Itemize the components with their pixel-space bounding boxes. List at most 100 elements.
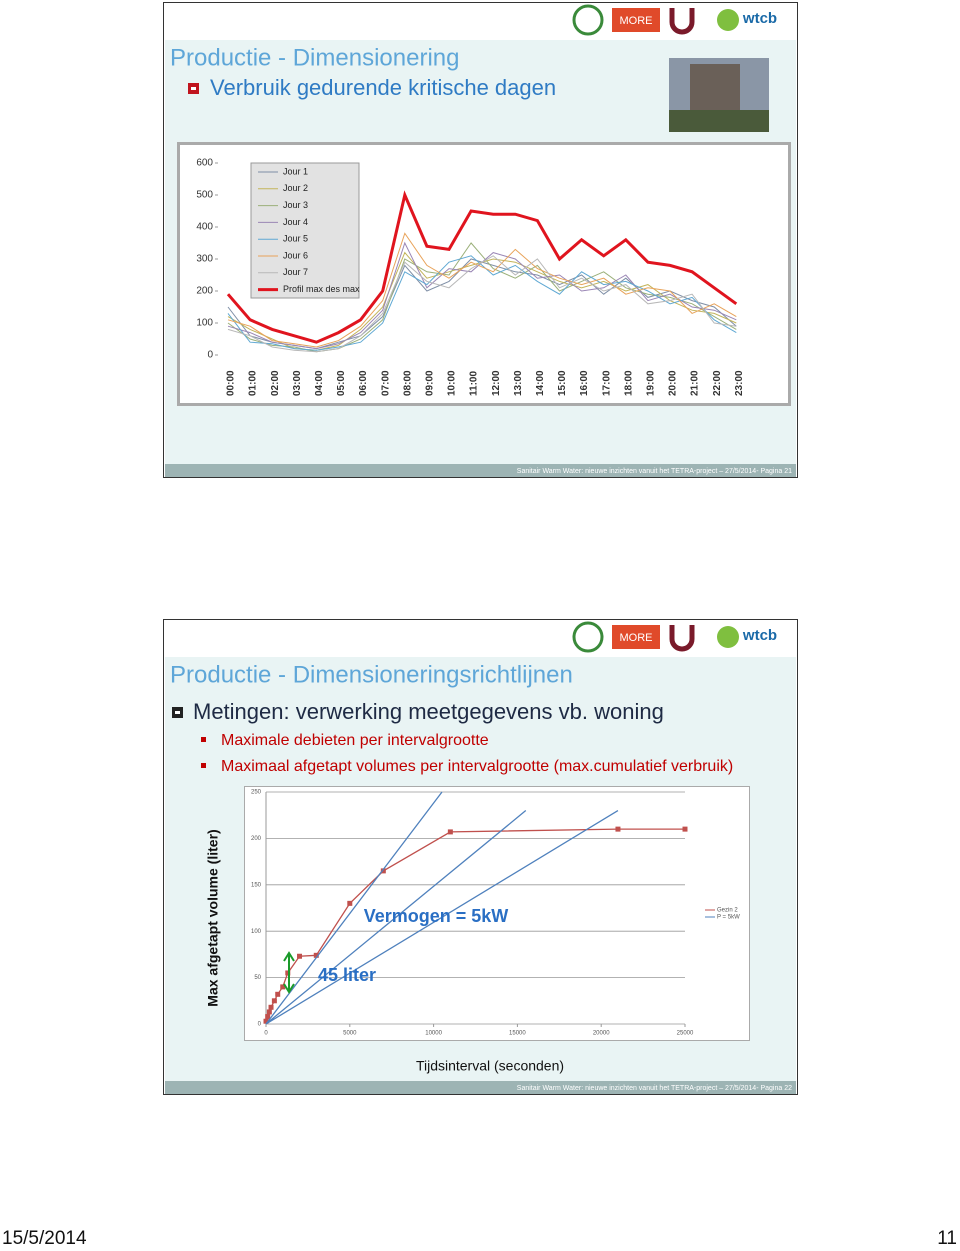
- logo: [572, 4, 604, 36]
- x-tick-label: 22:00: [712, 370, 723, 396]
- bullet: Metingen: verwerking meetgegevens vb. wo…: [193, 699, 664, 724]
- y-tick-label: 500: [196, 190, 213, 201]
- y-tick-label: 200: [196, 286, 213, 297]
- legend-label: Gezin 2: [717, 908, 738, 914]
- x-tick-label: 03:00: [292, 370, 303, 396]
- bullet-icon: [175, 711, 180, 714]
- photo: [669, 110, 769, 132]
- legend-box: [250, 162, 360, 299]
- y-tick-label: 0: [207, 350, 213, 361]
- data-point: [271, 998, 277, 1004]
- x-tick-label: 10:00: [447, 370, 458, 396]
- data-point: [275, 991, 281, 997]
- footer-bar: [165, 464, 796, 477]
- data-line: [227, 232, 737, 348]
- data-line: [265, 791, 619, 1025]
- x-tick-label: 20:00: [668, 370, 679, 396]
- logo-text: MORE: [620, 15, 653, 27]
- x-tick-label: 0: [264, 1031, 268, 1037]
- data-point: [447, 829, 453, 835]
- data-line: [226, 190, 738, 344]
- data-line: [227, 242, 737, 353]
- y-tick-label: 600: [196, 158, 213, 169]
- x-tick-label: 04:00: [314, 370, 325, 396]
- data-point: [263, 1018, 269, 1024]
- y-axis-label: Max afgetapt volume (liter): [205, 829, 221, 1006]
- legend-label: Profil max des max: [283, 284, 360, 294]
- logo: [717, 9, 739, 31]
- x-tick-label: 5000: [343, 1031, 357, 1037]
- x-tick-label: 00:00: [226, 370, 237, 396]
- slide: MORE wtcb Productie - Dimensioneringsric…: [163, 619, 798, 1095]
- y-tick-label: 100: [251, 929, 262, 935]
- x-axis-label: Tijdsinterval (seconden): [416, 1058, 564, 1074]
- page-number: 11: [937, 1228, 957, 1249]
- footer-text: Sanitair Warm Water: nieuwe inzichten va…: [517, 468, 792, 475]
- sub-bullet: Maximaal afgetapt volumes per intervalgr…: [221, 758, 733, 775]
- y-tick-label: 150: [251, 882, 262, 888]
- legend-label: Jour 2: [283, 183, 308, 193]
- page-date: 15/5/2014: [2, 1228, 87, 1249]
- legend-label: Jour 3: [283, 200, 308, 210]
- x-tick-label: 11:00: [469, 371, 480, 396]
- logo-text: wtcb: [742, 10, 777, 27]
- x-tick-label: 02:00: [270, 370, 281, 396]
- annotation: Vermogen = 5kW: [364, 906, 509, 926]
- x-tick-label: 18:00: [623, 370, 634, 396]
- legend-label: Jour 7: [283, 267, 308, 277]
- data-point: [268, 1004, 274, 1010]
- x-tick-label: 07:00: [380, 370, 391, 396]
- legend-label: Jour 1: [283, 166, 308, 176]
- data-line: [227, 255, 737, 353]
- y-tick-label: 200: [251, 836, 262, 842]
- x-tick-label: 15000: [509, 1031, 526, 1037]
- chart: 0 100 200 300 400 500 600 00:00 01:00 02:00 03:00 0…: [196, 158, 745, 396]
- bullet-icon: [201, 737, 206, 742]
- x-tick-label: 05:00: [336, 370, 347, 396]
- annotation: 45 liter: [318, 965, 376, 985]
- data-point: [682, 826, 688, 832]
- logo-text: MORE: [620, 632, 653, 644]
- data-point: [280, 984, 286, 990]
- slide-title: Productie - Dimensionering: [170, 44, 459, 71]
- legend-label: Jour 5: [283, 234, 308, 244]
- data-point: [313, 952, 319, 958]
- logo: [669, 8, 695, 35]
- y-tick-label: 100: [196, 318, 213, 329]
- x-tick-label: 13:00: [513, 370, 524, 396]
- footer-bar: [165, 1081, 796, 1094]
- bullet: Verbruik gedurende kritische dagen: [210, 75, 556, 100]
- data-point: [285, 970, 291, 976]
- data-line: [227, 255, 737, 351]
- data-point: [615, 826, 621, 832]
- x-tick-label: 08:00: [402, 370, 413, 396]
- chart: 0 50 100 150 200 250 0 5000 10000 15000 20000 25000…: [205, 790, 740, 1074]
- y-tick-label: 50: [254, 975, 261, 981]
- y-tick-label: 300: [196, 254, 213, 265]
- bullet-icon: [191, 87, 196, 90]
- data-point: [347, 900, 353, 906]
- logo: [717, 626, 739, 648]
- data-point: [380, 868, 386, 874]
- logo: [669, 625, 695, 652]
- legend-label: Jour 6: [283, 250, 308, 260]
- x-tick-label: 16:00: [579, 370, 590, 396]
- arrow: [283, 951, 295, 994]
- x-tick-label: 21:00: [690, 370, 701, 396]
- data-point: [265, 1014, 271, 1020]
- data-point: [297, 953, 303, 959]
- x-tick-label: 17:00: [601, 370, 612, 396]
- x-tick-label: 23:00: [734, 370, 745, 396]
- sub-bullet: Maximale debieten per intervalgrootte: [221, 732, 489, 749]
- x-tick-label: 14:00: [535, 370, 546, 396]
- footer-text: Sanitair Warm Water: nieuwe inzichten va…: [517, 1085, 792, 1092]
- x-tick-label: 15:00: [557, 370, 568, 396]
- x-tick-label: 01:00: [248, 370, 259, 396]
- legend-label: Jour 4: [283, 217, 308, 227]
- logo: [572, 621, 604, 653]
- x-tick-label: 25000: [677, 1031, 694, 1037]
- x-tick-label: 10000: [425, 1031, 442, 1037]
- legend-label: P = 5kW: [717, 915, 740, 921]
- bullet-icon: [201, 763, 206, 768]
